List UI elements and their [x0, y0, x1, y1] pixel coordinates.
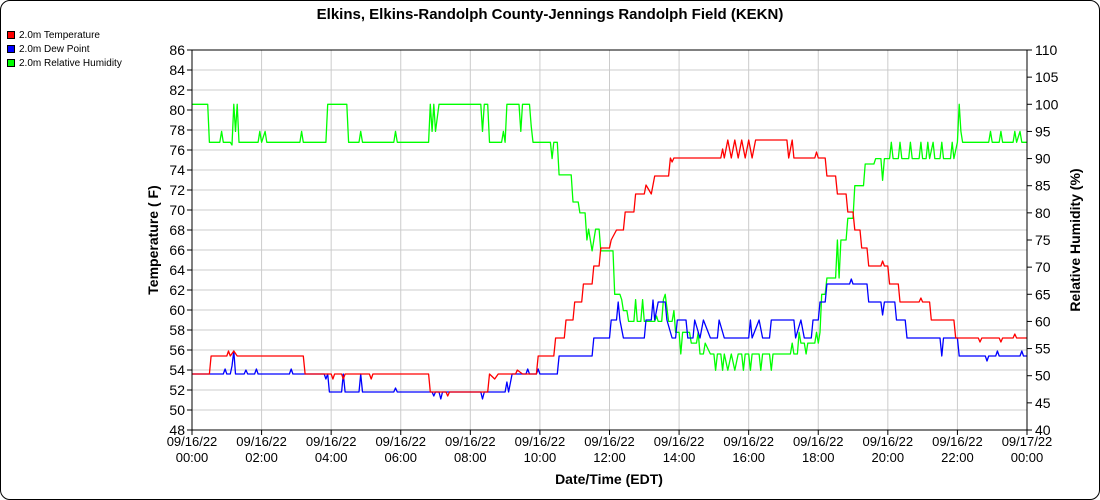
- y2-tick-label: 90: [1035, 151, 1051, 167]
- x-tick-label-date: 09/16/22: [723, 434, 774, 449]
- y-tick-label: 48: [169, 422, 185, 438]
- x-tick-label-date: 09/16/22: [306, 434, 357, 449]
- legend-label-relative-humidity: 2.0m Relative Humidity: [19, 57, 122, 69]
- x-tick-label-time: 12:00: [593, 450, 626, 465]
- x-tick-label-date: 09/16/22: [236, 434, 287, 449]
- y-tick-label: 64: [169, 262, 185, 278]
- y2-tick-label: 40: [1035, 422, 1051, 438]
- x-tick-label-date: 09/17/22: [1002, 434, 1053, 449]
- y-tick-label: 58: [169, 322, 185, 338]
- y-tick-label: 78: [169, 122, 185, 138]
- series-line-dew-point: [192, 278, 1027, 400]
- legend-swatch-temperature: [7, 31, 15, 39]
- x-tick-label-time: 20:00: [872, 450, 905, 465]
- y2-tick-label: 60: [1035, 313, 1051, 329]
- y2-tick-label: 75: [1035, 232, 1051, 248]
- x-tick-label-time: 06:00: [384, 450, 417, 465]
- x-tick-label-time: 00:00: [176, 450, 209, 465]
- y-tick-label: 72: [169, 182, 185, 198]
- x-tick-label-date: 09/16/22: [932, 434, 983, 449]
- series-group: [192, 103, 1027, 400]
- legend: 2.0m Temperature 2.0m Dew Point 2.0m Rel…: [7, 28, 122, 70]
- y2-tick-label: 70: [1035, 259, 1051, 275]
- x-tick-label-date: 09/16/22: [654, 434, 705, 449]
- y2-tick-label: 110: [1035, 42, 1058, 58]
- y2-tick-label: 95: [1035, 123, 1051, 139]
- x-tick-label-time: 16:00: [732, 450, 765, 465]
- y2-axis-label: Relative Humidity (%): [1067, 168, 1083, 311]
- x-tick-label-date: 09/16/22: [793, 434, 844, 449]
- y-axis-label: Temperature ( F): [145, 185, 161, 294]
- y-tick-label: 68: [169, 222, 185, 238]
- legend-item-relative-humidity: 2.0m Relative Humidity: [7, 56, 122, 70]
- y2-tick-label: 45: [1035, 395, 1051, 411]
- y-tick-label: 86: [169, 42, 185, 58]
- y-tick-label: 50: [169, 402, 185, 418]
- x-tick-label-time: 02:00: [245, 450, 278, 465]
- y-tick-label: 54: [169, 362, 185, 378]
- grid: [191, 49, 1028, 431]
- x-tick-label-time: 18:00: [802, 450, 835, 465]
- x-tick-label-time: 14:00: [663, 450, 696, 465]
- x-tick-label-date: 09/16/22: [584, 434, 635, 449]
- y-tick-label: 66: [169, 242, 185, 258]
- y2-tick-label: 100: [1035, 96, 1059, 112]
- x-tick-label-date: 09/16/22: [167, 434, 218, 449]
- x-tick-label-date: 09/16/22: [515, 434, 566, 449]
- legend-label-temperature: 2.0m Temperature: [19, 29, 100, 41]
- legend-swatch-relative-humidity: [7, 59, 15, 67]
- y-tick-label: 74: [169, 162, 185, 178]
- series-line-relative-humidity: [192, 103, 1027, 371]
- series-line-temperature: [192, 139, 1027, 397]
- x-tick-label-date: 09/16/22: [445, 434, 496, 449]
- legend-swatch-dew-point: [7, 45, 15, 53]
- axes: 48 50 52 54 56 58 60 62 64 66 68 70 72 74 76 78 80 82 84 86…: [167, 42, 1059, 465]
- x-axis-label: Date/Time (EDT): [555, 471, 663, 487]
- x-tick-label-time: 00:00: [1011, 450, 1044, 465]
- x-tick-label-time: 10:00: [524, 450, 557, 465]
- x-tick-label-time: 22:00: [941, 450, 974, 465]
- chart-title: Elkins, Elkins-Randolph County-Jennings …: [317, 6, 784, 23]
- y2-tick-label: 65: [1035, 286, 1051, 302]
- y2-tick-label: 80: [1035, 205, 1051, 221]
- x-tick-label-date: 09/16/22: [863, 434, 914, 449]
- y2-tick-label: 105: [1035, 69, 1059, 85]
- plot-area-border: [191, 49, 1028, 431]
- y-tick-label: 76: [169, 142, 185, 158]
- legend-item-dew-point: 2.0m Dew Point: [7, 42, 122, 56]
- y-tick-label: 56: [169, 342, 185, 358]
- y2-tick-label: 55: [1035, 341, 1051, 357]
- y-tick-label: 52: [169, 382, 185, 398]
- legend-item-temperature: 2.0m Temperature: [7, 28, 122, 42]
- y2-tick-label: 50: [1035, 368, 1051, 384]
- y-tick-label: 82: [169, 82, 185, 98]
- legend-label-dew-point: 2.0m Dew Point: [19, 43, 90, 55]
- y-tick-label: 84: [169, 62, 185, 78]
- y-tick-label: 62: [169, 282, 185, 298]
- y-tick-label: 70: [169, 202, 185, 218]
- x-tick-label-time: 08:00: [454, 450, 487, 465]
- y-tick-label: 80: [169, 102, 185, 118]
- y-tick-label: 60: [169, 302, 185, 318]
- x-tick-label-time: 04:00: [315, 450, 348, 465]
- x-tick-label-date: 09/16/22: [375, 434, 426, 449]
- y2-tick-label: 85: [1035, 178, 1051, 194]
